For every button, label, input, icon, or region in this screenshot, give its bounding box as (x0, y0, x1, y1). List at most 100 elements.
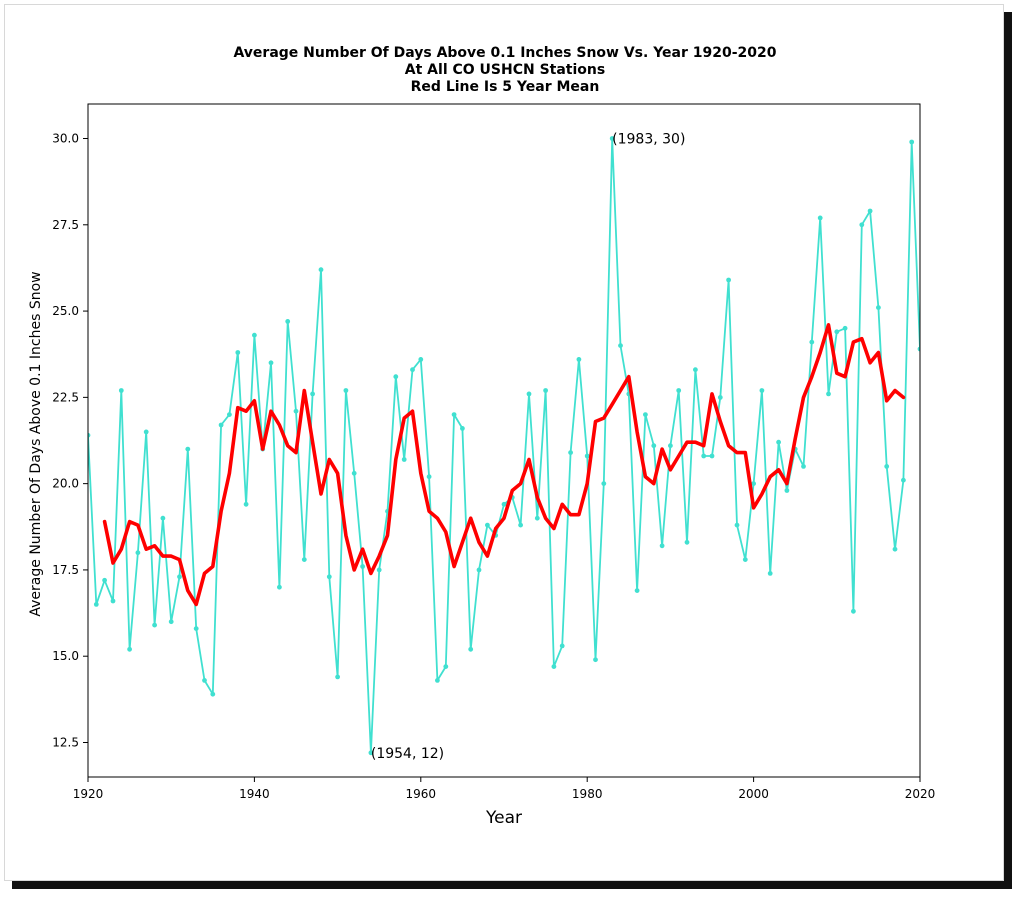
data-point (301, 557, 307, 562)
x-tick-label: 2020 (905, 787, 936, 801)
data-point (235, 350, 241, 355)
data-point (842, 325, 848, 331)
x-axis-label: Year (485, 808, 522, 828)
data-point (917, 346, 920, 352)
y-tick-label: 30.0 (52, 132, 79, 146)
data-point (252, 332, 257, 338)
y-tick-label: 17.5 (52, 563, 79, 577)
data-point (476, 567, 482, 573)
data-point (784, 488, 790, 493)
data-point (401, 457, 407, 462)
chart-title-line-3: Red Line Is 5 Year Mean (411, 79, 600, 95)
data-point (801, 464, 806, 469)
point-annotation: (1954, 12) (371, 746, 444, 762)
data-point (368, 750, 374, 756)
x-tick-label: 1940 (239, 787, 270, 801)
data-point (160, 515, 166, 521)
data-point (559, 643, 565, 649)
point-annotation: (1983, 30) (612, 132, 685, 148)
data-point (168, 619, 174, 625)
data-point (817, 215, 823, 221)
data-point (851, 608, 856, 614)
data-point (293, 408, 299, 414)
data-point (584, 453, 590, 459)
data-point (876, 305, 881, 310)
data-point (360, 564, 365, 569)
data-point (318, 267, 324, 273)
x-tick-label: 1960 (406, 787, 437, 801)
y-tick-label: 25.0 (52, 304, 79, 318)
x-tick-label: 1920 (73, 787, 104, 801)
data-point (834, 329, 840, 335)
data-point (693, 367, 698, 373)
data-point (485, 522, 490, 528)
data-point (268, 360, 274, 366)
y-tick-label: 20.0 (52, 477, 79, 491)
data-point (651, 443, 657, 449)
y-tick-label: 22.5 (52, 390, 79, 404)
data-point (343, 388, 349, 393)
data-point (218, 422, 224, 428)
data-point (659, 543, 665, 549)
data-point (618, 343, 623, 348)
data-point (568, 450, 573, 455)
data-point (393, 374, 399, 380)
five-year-mean-line (102, 323, 906, 607)
data-point (460, 426, 465, 431)
data-point (227, 412, 232, 417)
chart-title-line-1: Average Number Of Days Above 0.1 Inches … (233, 45, 776, 61)
x-tick-label: 1980 (572, 787, 603, 801)
data-point (701, 453, 707, 459)
data-point (767, 571, 773, 576)
data-point (243, 501, 249, 507)
data-point (776, 439, 781, 445)
data-point (426, 474, 432, 480)
data-point (909, 139, 915, 145)
data-point (127, 646, 132, 652)
chart-frame (4, 4, 1004, 881)
data-point (410, 367, 415, 373)
data-point (326, 574, 332, 580)
plot-area-border (87, 103, 921, 778)
data-point (742, 557, 748, 562)
data-point (543, 388, 548, 393)
data-point (826, 391, 831, 397)
data-point (601, 481, 607, 486)
data-point (152, 622, 158, 628)
data-point (501, 501, 507, 507)
data-point (351, 470, 357, 476)
data-point (193, 626, 199, 631)
data-point (277, 584, 282, 590)
data-point (576, 357, 582, 362)
data-point (210, 691, 216, 697)
data-point (88, 432, 91, 438)
data-point (609, 136, 615, 141)
data-point (593, 657, 598, 663)
data-point (376, 567, 382, 573)
data-point (709, 453, 715, 459)
data-point (468, 646, 474, 652)
data-point (451, 412, 457, 417)
data-point (809, 339, 815, 345)
data-point (285, 319, 291, 324)
data-point (676, 388, 682, 393)
chart-title-line-2: At All CO USHCN Stations (405, 62, 605, 78)
data-point (901, 477, 906, 483)
data-point (867, 208, 873, 214)
y-tick-label: 12.5 (52, 735, 79, 749)
data-point (518, 522, 523, 528)
x-tick-label: 2000 (738, 787, 769, 801)
data-point (202, 678, 207, 683)
data-point (418, 357, 424, 362)
data-point (110, 598, 116, 604)
data-point (102, 577, 107, 583)
data-point (118, 388, 124, 393)
data-point (892, 546, 898, 552)
data-point (310, 391, 315, 397)
data-point (185, 446, 191, 452)
data-point (534, 515, 540, 521)
data-point (135, 550, 141, 556)
data-point (751, 481, 756, 486)
data-point (734, 522, 740, 528)
data-point (93, 602, 99, 607)
